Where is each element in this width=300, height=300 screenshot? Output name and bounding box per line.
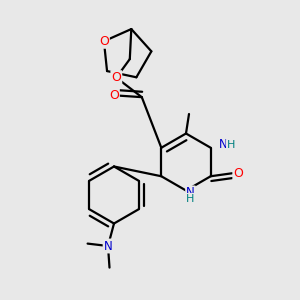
Text: H: H	[186, 194, 195, 204]
Text: O: O	[111, 71, 121, 84]
Text: O: O	[109, 89, 119, 102]
Text: N: N	[103, 239, 112, 253]
Text: O: O	[99, 35, 109, 48]
Text: H: H	[227, 140, 235, 150]
Text: N: N	[186, 186, 195, 200]
Text: O: O	[233, 167, 243, 180]
Text: N: N	[219, 138, 228, 151]
